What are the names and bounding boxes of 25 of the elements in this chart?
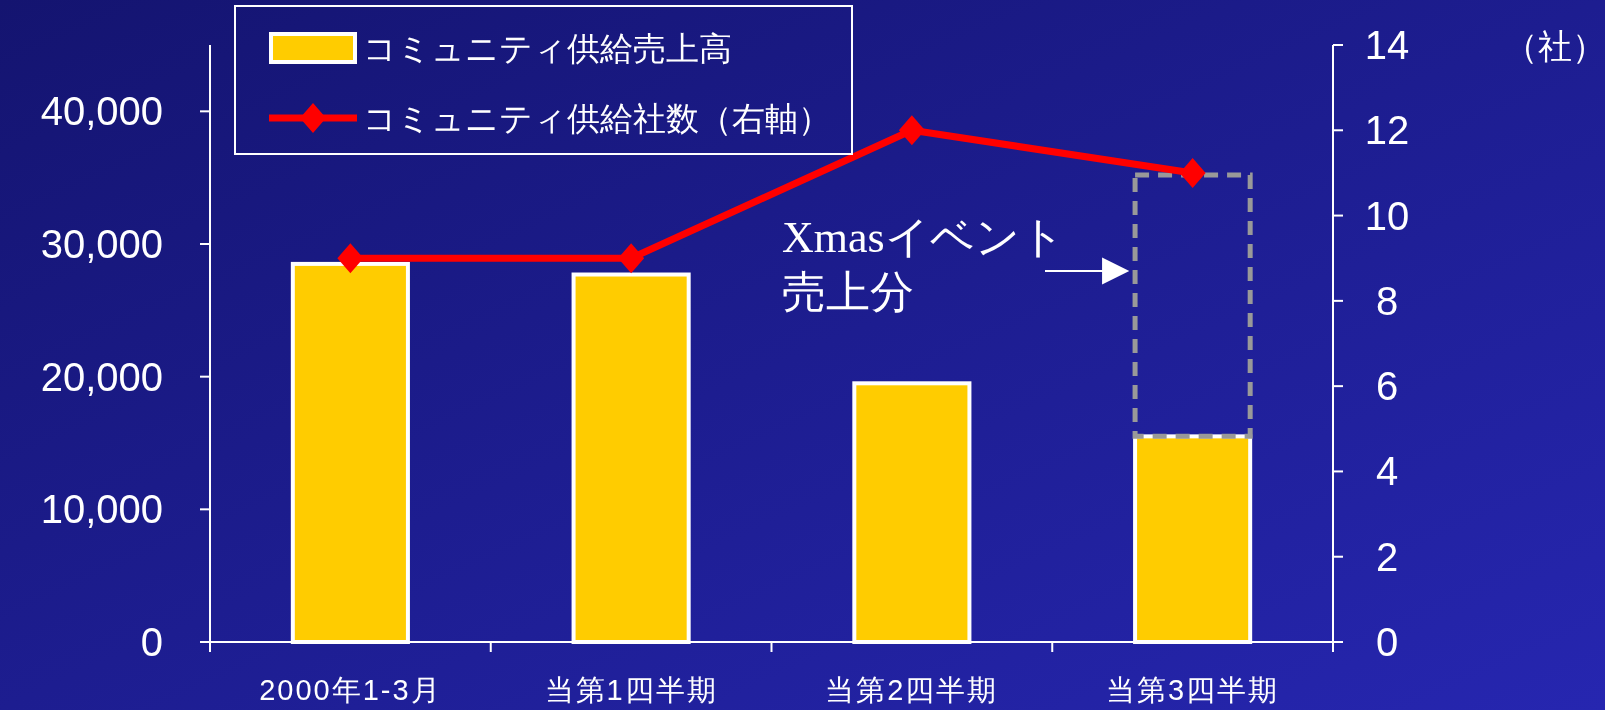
y2-tick-label: 0 (1375, 620, 1399, 664)
y2-tick-label: 14 (1364, 23, 1410, 67)
y-tick-label: 40,000 (40, 89, 163, 134)
point (898, 115, 925, 146)
point (1179, 157, 1206, 188)
y2-axis-title: （社） (1504, 27, 1605, 65)
x-tick-label: 当第1四半期 (544, 674, 718, 706)
x-tick-label: 当第2四半期 (825, 674, 999, 706)
y2-tick-label: 6 (1375, 364, 1399, 409)
x-tick-label: 2000年1-3月 (259, 674, 442, 706)
legend-label: コミュニティ供給売上高 (363, 30, 732, 67)
y2-tick-label: 2 (1375, 534, 1399, 579)
x-tick-label: 当第3四半期 (1106, 674, 1280, 706)
y-tick-label: 10,000 (40, 487, 163, 532)
y2-tick-label: 4 (1375, 449, 1399, 494)
y2-tick-label: 8 (1375, 278, 1399, 323)
y-tick-label: 30,000 (40, 222, 163, 266)
y-tick-label: 0 (140, 620, 163, 664)
point (618, 243, 645, 274)
annotation: Xmasイベント売上分 (782, 212, 1066, 319)
y2-tick-label: 10 (1364, 193, 1410, 238)
y2-tick-label: 12 (1364, 108, 1410, 153)
y-tick-label: 20,000 (40, 354, 163, 399)
legend-label: コミュニティ供給社数（右軸） (363, 100, 831, 137)
point (337, 243, 364, 274)
